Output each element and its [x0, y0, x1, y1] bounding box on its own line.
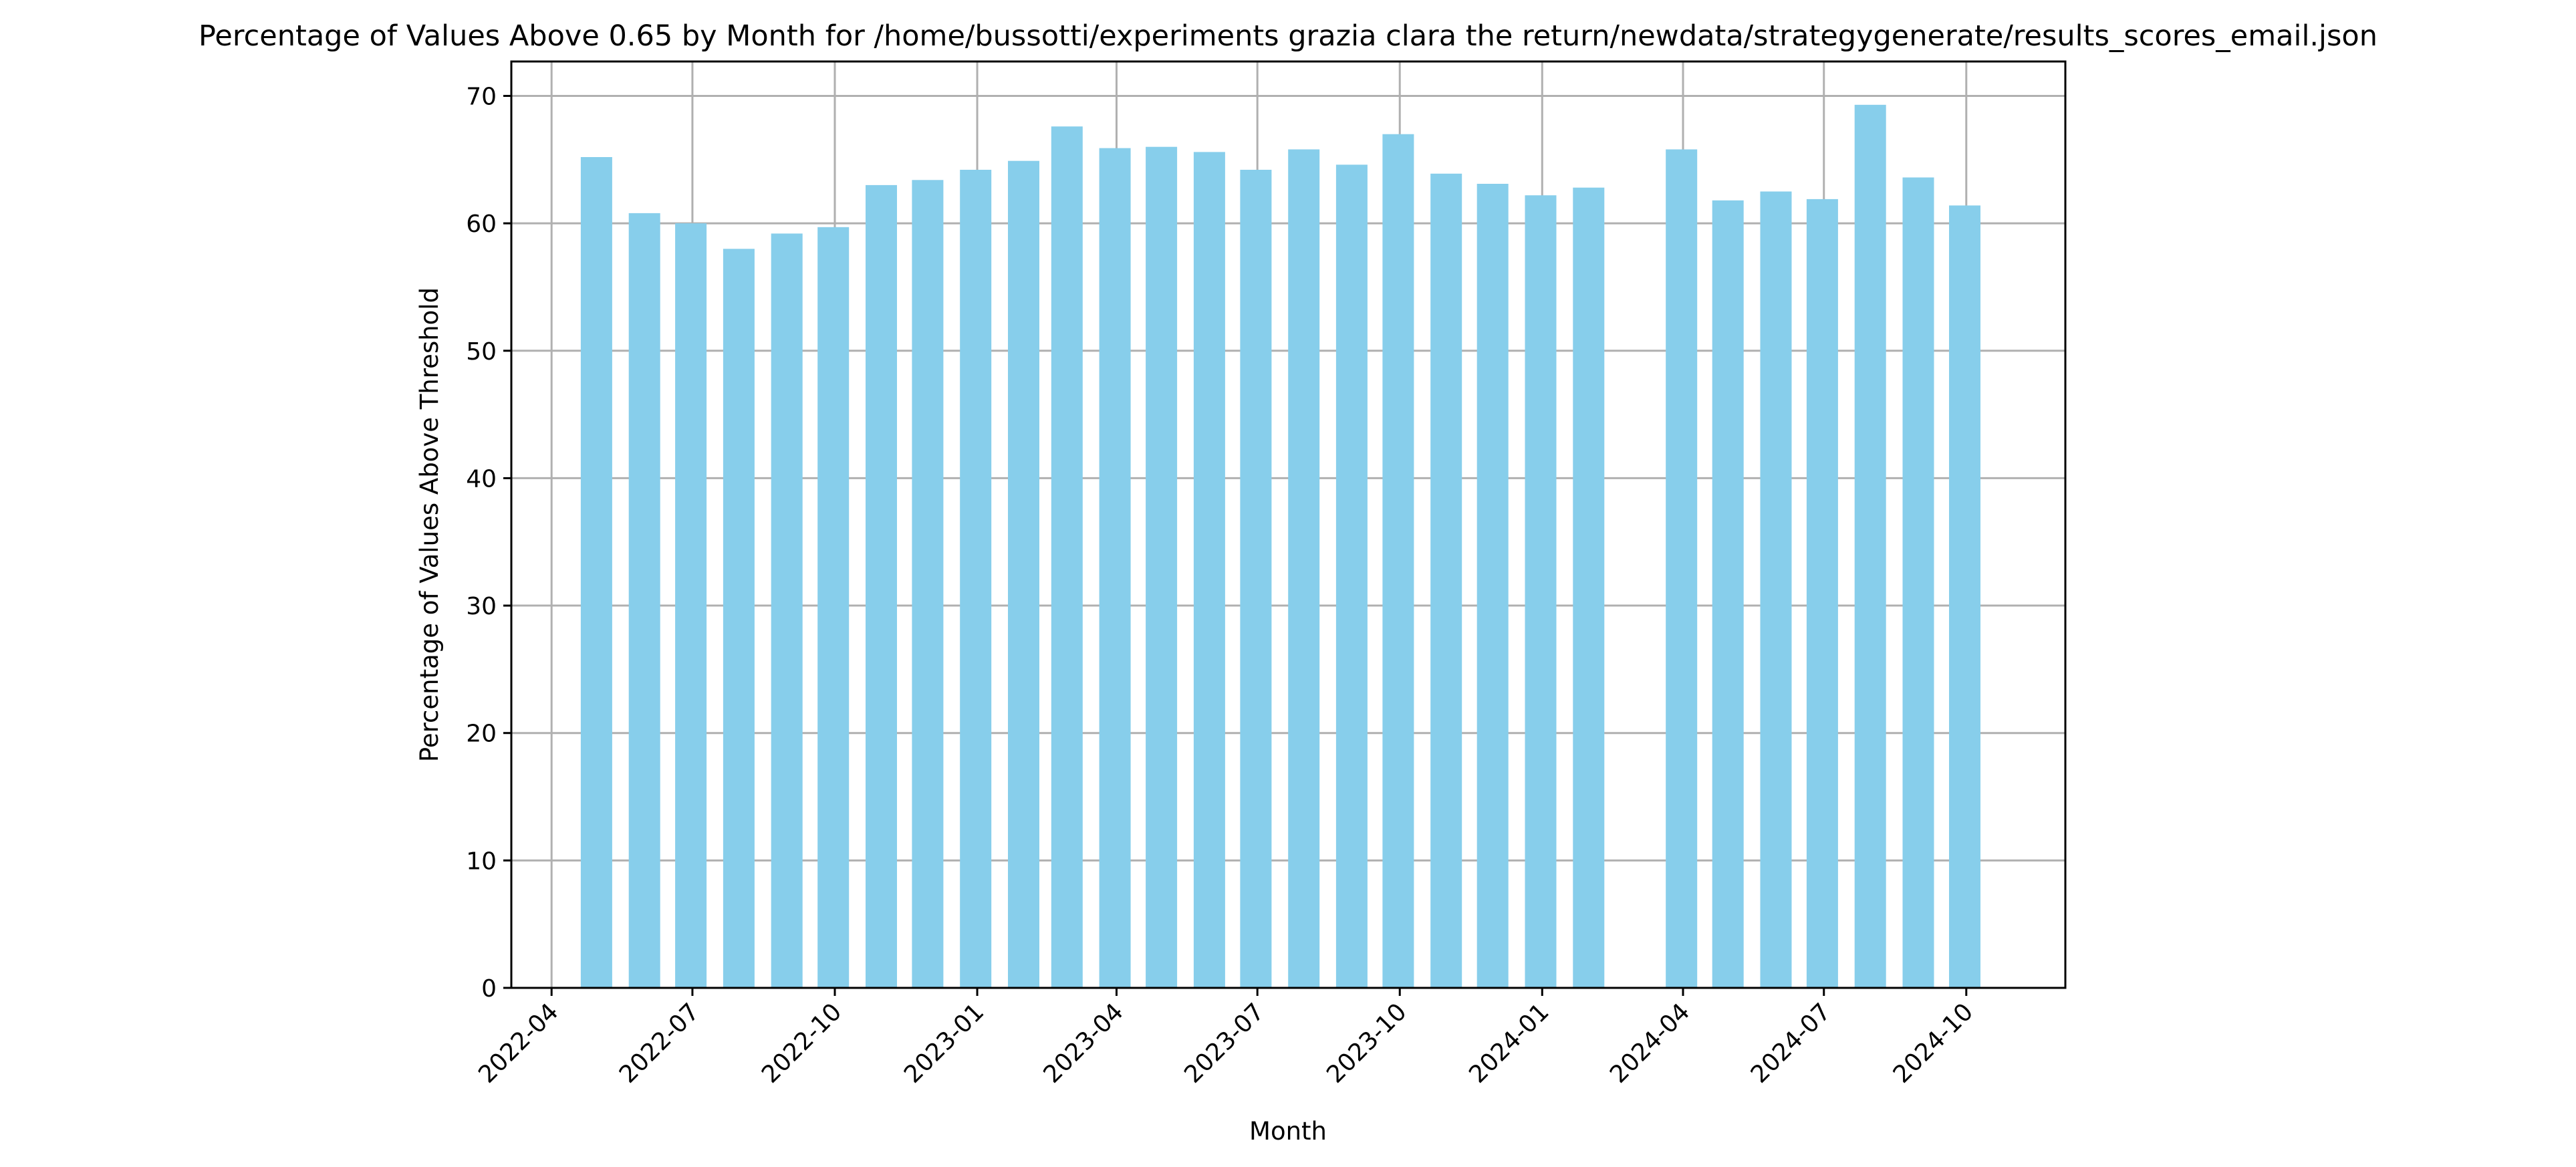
bar-2022-07	[723, 249, 755, 988]
bar-2023-11	[1477, 184, 1509, 988]
bar-2022-09	[817, 227, 849, 988]
bar-2024-09	[1949, 205, 1980, 988]
bar-2023-02	[1051, 126, 1083, 988]
y-tick-label: 0	[481, 975, 497, 1003]
bar-2024-05	[1761, 192, 1792, 989]
y-tick-label: 20	[466, 721, 497, 748]
bar-2022-08	[771, 233, 803, 988]
bar-2022-12	[960, 170, 991, 988]
bar-2023-04	[1146, 147, 1177, 988]
bar-2023-05	[1194, 152, 1225, 988]
x-axis-label: Month	[1249, 1117, 1327, 1146]
bar-2022-06	[675, 223, 706, 988]
bar-2024-03	[1666, 150, 1697, 989]
bar-2022-10	[866, 185, 897, 988]
bar-2024-08	[1903, 178, 1934, 989]
y-tick-label: 60	[466, 211, 497, 238]
bar-2023-12	[1525, 195, 1557, 988]
bar-2024-01	[1573, 188, 1604, 988]
bar-2023-01	[1008, 161, 1039, 988]
bar-2023-03	[1100, 148, 1131, 988]
bar-2023-06	[1240, 170, 1271, 988]
chart-title: Percentage of Values Above 0.65 by Month…	[199, 19, 2377, 53]
bar-2023-09	[1382, 134, 1414, 988]
bar-2023-08	[1336, 164, 1368, 988]
bar-2024-06	[1807, 199, 1838, 988]
bar-2022-11	[912, 180, 943, 988]
bar-2023-10	[1430, 174, 1462, 988]
y-axis-label: Percentage of Values Above Threshold	[415, 287, 444, 762]
y-tick-label: 40	[466, 465, 497, 493]
bar-2022-05	[629, 213, 660, 988]
y-tick-label: 70	[466, 83, 497, 110]
bar-2022-04	[581, 157, 612, 988]
y-tick-label: 30	[466, 593, 497, 620]
bar-2023-07	[1288, 150, 1319, 989]
y-tick-label: 50	[466, 338, 497, 366]
y-tick-label: 10	[466, 848, 497, 875]
bar-2024-07	[1855, 105, 1886, 988]
bar-2024-04	[1712, 201, 1744, 988]
